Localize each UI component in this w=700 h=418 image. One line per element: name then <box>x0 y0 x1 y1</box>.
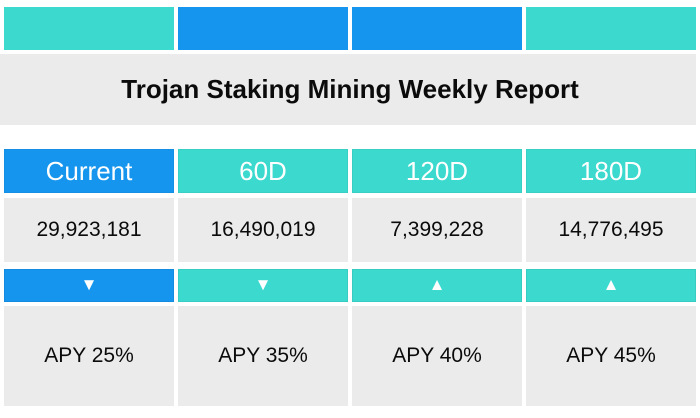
top-band-cell <box>352 7 522 50</box>
apy-row: APY 25% APY 35% APY 40% APY 45% <box>4 306 696 406</box>
trend-up-icon: ▲ <box>428 275 446 294</box>
column-header-180d: 180D <box>526 149 696 193</box>
trend-up-icon: ▲ <box>602 275 620 294</box>
trend-cell-60d: ▼ <box>178 269 348 302</box>
amount-cell-60d: 16,490,019 <box>178 198 348 262</box>
apy-cell-180d: APY 45% <box>526 306 696 406</box>
trend-cell-180d: ▲ <box>526 269 696 302</box>
top-band-cell <box>4 7 174 50</box>
top-band-cell <box>526 7 696 50</box>
apy-cell-60d: APY 35% <box>178 306 348 406</box>
amount-cell-120d: 7,399,228 <box>352 198 522 262</box>
trend-row: ▼ ▼ ▲ ▲ <box>4 269 696 302</box>
top-band <box>4 7 696 50</box>
trend-cell-current: ▼ <box>4 269 174 302</box>
column-header-60d: 60D <box>178 149 348 193</box>
amount-cell-current: 29,923,181 <box>4 198 174 262</box>
column-header-current: Current <box>4 149 174 193</box>
amount-row: 29,923,181 16,490,019 7,399,228 14,776,4… <box>4 198 696 262</box>
table-header-row: Current 60D 120D 180D <box>4 149 696 193</box>
trend-down-icon: ▼ <box>254 275 272 294</box>
top-band-cell <box>178 7 348 50</box>
trend-cell-120d: ▲ <box>352 269 522 302</box>
apy-cell-current: APY 25% <box>4 306 174 406</box>
report-title-bar: Trojan Staking Mining Weekly Report <box>0 54 696 125</box>
column-header-120d: 120D <box>352 149 522 193</box>
trend-down-icon: ▼ <box>80 275 98 294</box>
page-title: Trojan Staking Mining Weekly Report <box>121 74 579 104</box>
apy-cell-120d: APY 40% <box>352 306 522 406</box>
amount-cell-180d: 14,776,495 <box>526 198 696 262</box>
